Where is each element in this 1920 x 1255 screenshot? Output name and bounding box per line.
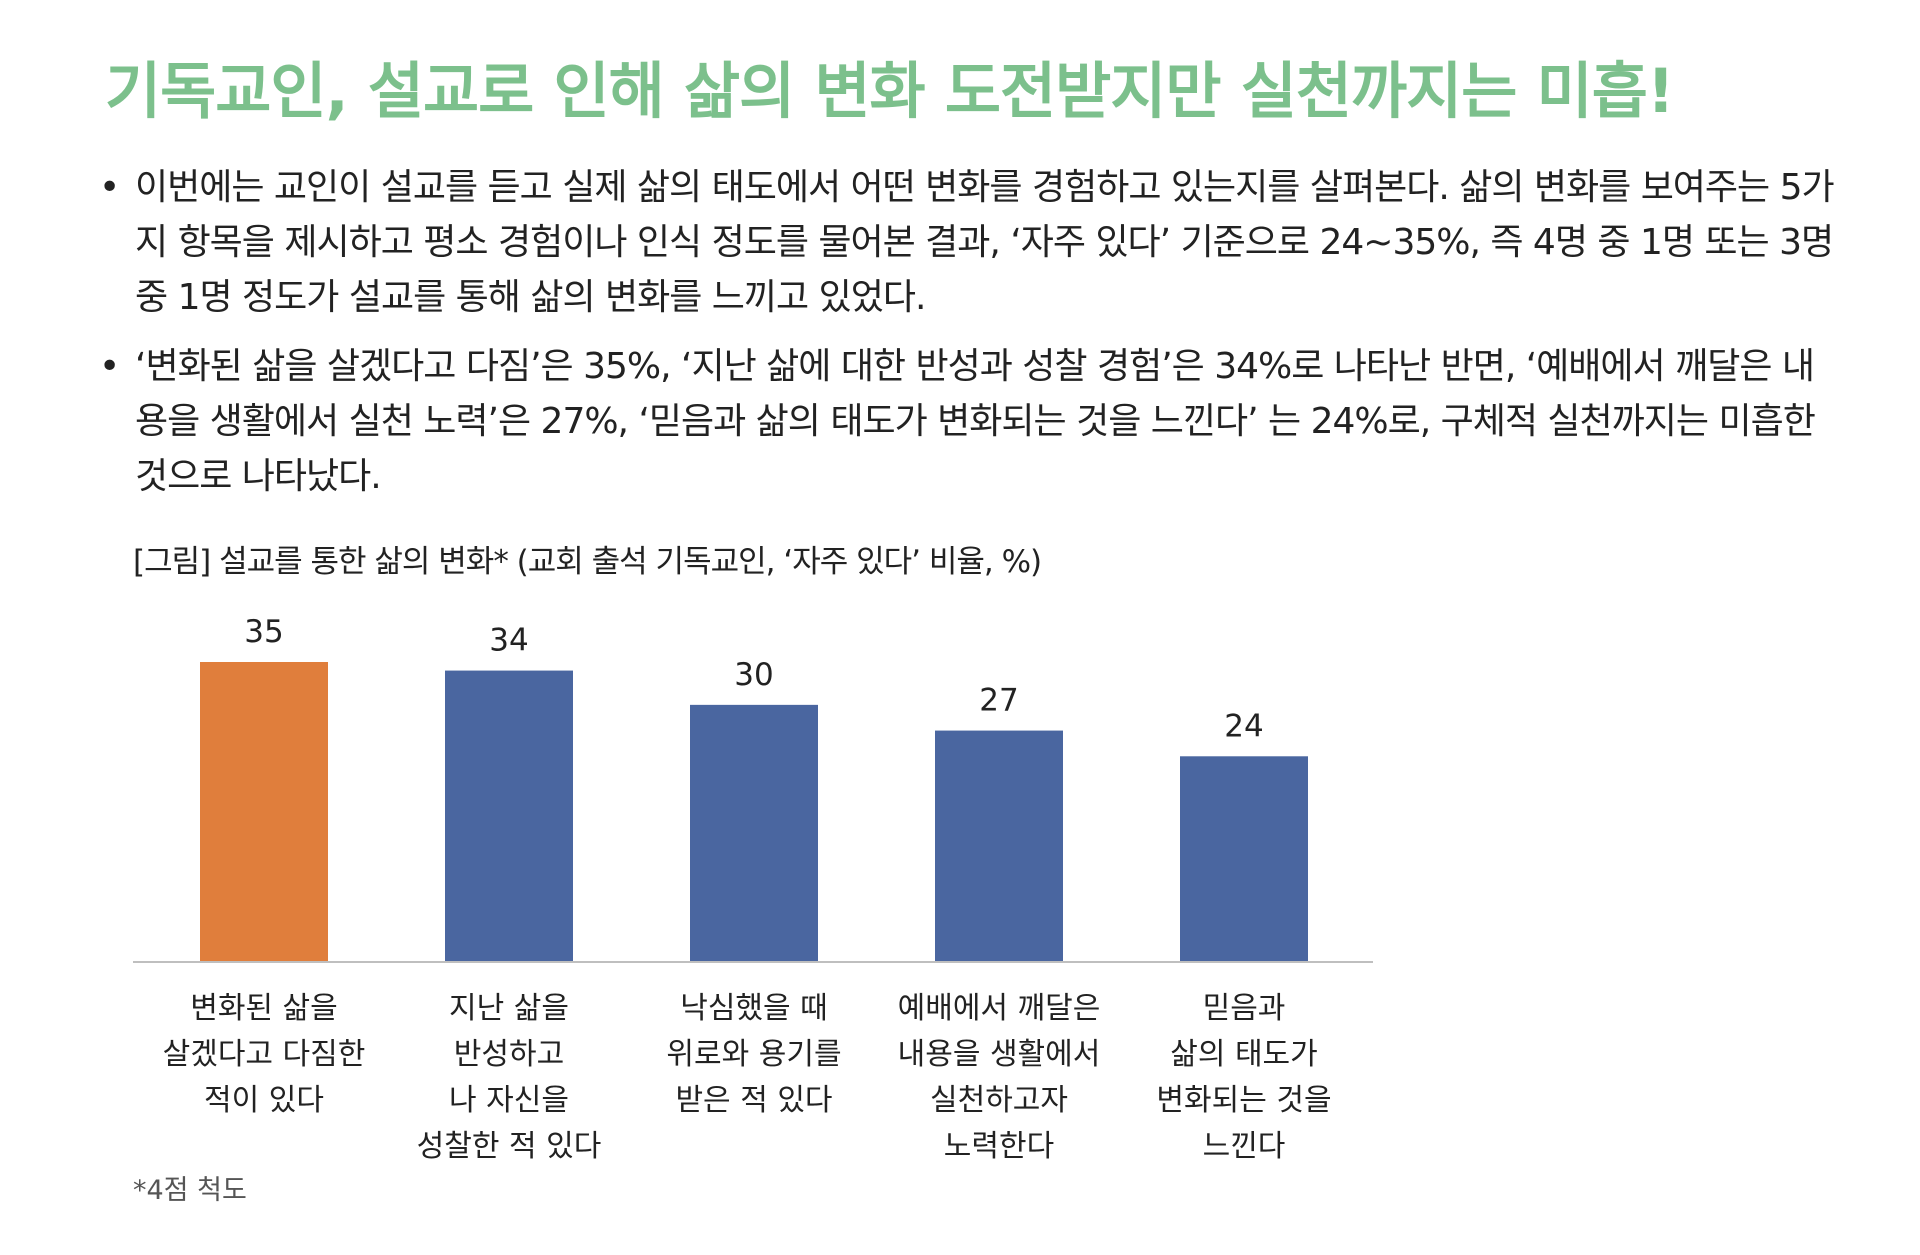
data-label: 24 — [1224, 708, 1263, 744]
bullet-item: • ‘변화된 삶을 살겠다고 다짐’은 35%, ‘지난 삶에 대한 반성과 성… — [95, 339, 1835, 504]
category-label: 반성하고 — [454, 1037, 564, 1072]
data-label: 27 — [979, 683, 1018, 719]
page-title: 기독교인, 설교로 인해 삶의 변화 도전받지만 실천까지는 미흡! — [105, 56, 1675, 127]
category-label: 예배에서 깨달은 — [898, 991, 1101, 1026]
category-label: 받은 적 있다 — [675, 1083, 832, 1118]
bullet-dot-icon: • — [99, 167, 120, 208]
category-label: 믿음과 — [1203, 991, 1286, 1026]
category-label: 지난 삶을 — [449, 991, 569, 1026]
figure-caption: [그림] 설교를 통한 삶의 변화* (교회 출석 기독교인, ‘자주 있다’ … — [133, 544, 1042, 580]
category-label: 노력한다 — [944, 1129, 1054, 1164]
category-label: 내용을 생활에서 — [898, 1037, 1101, 1072]
bar — [200, 662, 328, 962]
category-label: 위로와 용기를 — [666, 1037, 841, 1072]
bullet-item: • 이번에는 교인이 설교를 듣고 실제 삶의 태도에서 어떤 변화를 경험하고… — [95, 160, 1835, 325]
category-label: 적이 있다 — [204, 1083, 324, 1118]
footnote: *4점 척도 — [133, 1175, 247, 1206]
bullet-text: 이번에는 교인이 설교를 듣고 실제 삶의 태도에서 어떤 변화를 경험하고 있… — [135, 167, 1835, 318]
category-label: 변화되는 것을 — [1156, 1083, 1331, 1118]
data-label: 35 — [244, 614, 283, 650]
data-label: 30 — [734, 657, 773, 693]
bullet-list: • 이번에는 교인이 설교를 듣고 실제 삶의 태도에서 어떤 변화를 경험하고… — [95, 160, 1835, 518]
bar — [935, 730, 1063, 962]
category-label: 살겠다고 다짐한 — [163, 1037, 366, 1072]
data-label: 34 — [489, 623, 528, 659]
category-label: 성찰한 적 있다 — [417, 1129, 602, 1164]
category-label: 변화된 삶을 — [190, 991, 338, 1026]
bar — [690, 704, 818, 962]
bar — [445, 670, 573, 962]
category-label: 나 자신을 — [449, 1083, 569, 1118]
category-label: 실천하고자 — [930, 1083, 1068, 1118]
category-label: 낙심했을 때 — [680, 991, 828, 1026]
bullet-dot-icon: • — [99, 346, 120, 387]
category-label: 느낀다 — [1203, 1129, 1286, 1164]
bar — [1180, 756, 1308, 962]
bullet-text: ‘변화된 삶을 살겠다고 다짐’은 35%, ‘지난 삶에 대한 반성과 성찰 … — [135, 346, 1816, 497]
category-label: 삶의 태도가 — [1170, 1037, 1318, 1072]
